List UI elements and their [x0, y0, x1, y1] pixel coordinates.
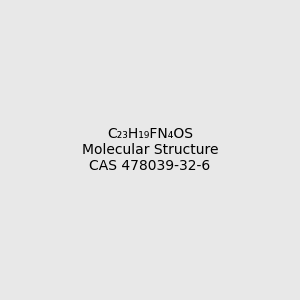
Text: C₂₃H₁₉FN₄OS
Molecular Structure
CAS 478039-32-6: C₂₃H₁₉FN₄OS Molecular Structure CAS 4780…: [82, 127, 218, 173]
